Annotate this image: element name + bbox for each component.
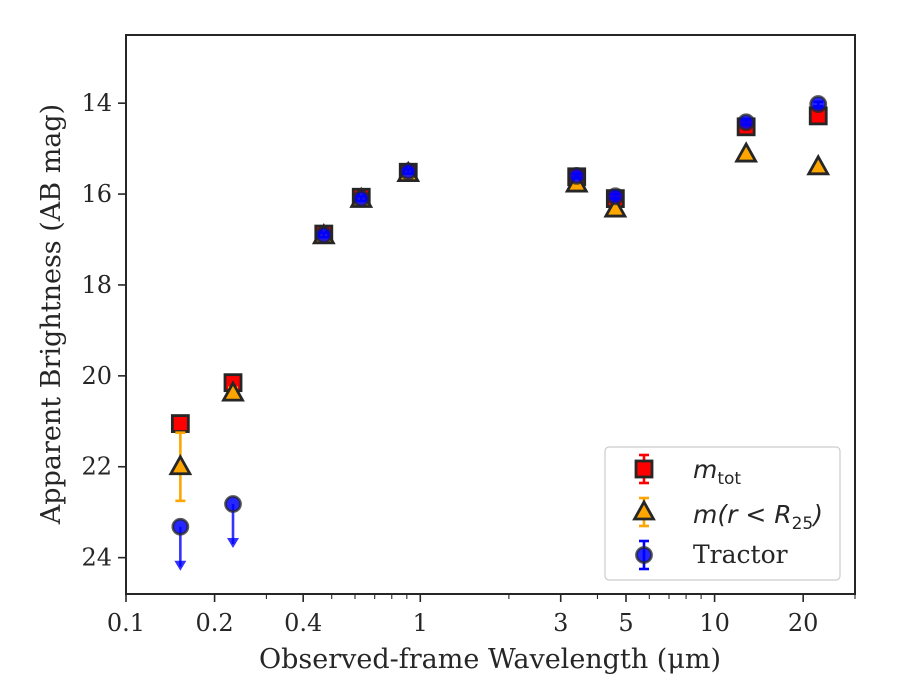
legend-marker-mr25 xyxy=(632,496,656,528)
data-point-mr25 xyxy=(603,196,628,218)
y-tick-label: 22 xyxy=(81,453,112,481)
x-tick-label: 20 xyxy=(788,609,819,637)
legend-label-mr25: m(r < R25) xyxy=(693,500,823,534)
plot-frame xyxy=(125,34,856,595)
legend-marker-tractor xyxy=(635,539,653,571)
legend-box xyxy=(604,446,841,581)
x-axis-label: Observed-frame Wavelength (μm) xyxy=(259,644,721,675)
upper-limit-arrowhead xyxy=(227,538,240,549)
data-point-tractor xyxy=(737,113,756,132)
legend-marker-mtot xyxy=(634,453,654,485)
data-point-tractor xyxy=(171,517,190,536)
y-axis-label: Apparent Brightness (AB mag) xyxy=(36,104,67,525)
x-ticks: 0.1 0.2 0.4 1 3 5 10 20 xyxy=(107,594,856,637)
upper-limit-arrowhead xyxy=(174,560,187,571)
legend-label-tractor: Tractor xyxy=(693,540,788,569)
x-tick-label: 0.2 xyxy=(196,609,234,637)
x-tick-label: 1 xyxy=(413,609,428,637)
y-tick-label: 24 xyxy=(81,544,112,572)
y-tick-label: 18 xyxy=(81,271,112,299)
legend-marker-symbol xyxy=(634,459,654,479)
legend-label-mtot: mtot xyxy=(693,455,741,489)
y-tick-label: 14 xyxy=(81,89,112,117)
data-point-mr25 xyxy=(734,141,759,163)
data-point-tractor xyxy=(224,495,242,513)
series-tractor xyxy=(171,95,828,571)
legend-marker-symbol xyxy=(635,546,653,564)
data-point-mr25 xyxy=(168,453,193,476)
y-tick-label: 20 xyxy=(81,362,112,390)
data-point-tractor xyxy=(352,189,371,208)
data-point-tractor xyxy=(399,162,418,181)
x-tick-label: 5 xyxy=(618,609,633,637)
x-tick-label: 0.1 xyxy=(107,609,145,637)
series-layer xyxy=(168,95,831,571)
series-mtot xyxy=(170,106,828,433)
x-tick-label: 10 xyxy=(699,609,730,637)
y-tick-label: 16 xyxy=(81,180,112,208)
data-point-tractor xyxy=(314,226,333,244)
data-point-mr25 xyxy=(221,380,245,402)
data-point-tractor xyxy=(809,95,828,113)
x-tick-label: 0.4 xyxy=(284,609,322,637)
legend: mtot m(r < R25) Tractor xyxy=(604,446,841,581)
data-point-tractor xyxy=(567,166,586,185)
data-point-mr25 xyxy=(806,153,831,176)
y-ticks: 14 16 18 20 22 24 xyxy=(81,89,126,572)
data-point-mtot xyxy=(170,414,190,433)
legend-marker-symbol xyxy=(632,499,656,521)
x-tick-label: 3 xyxy=(553,609,568,637)
data-point-tractor xyxy=(606,187,625,206)
